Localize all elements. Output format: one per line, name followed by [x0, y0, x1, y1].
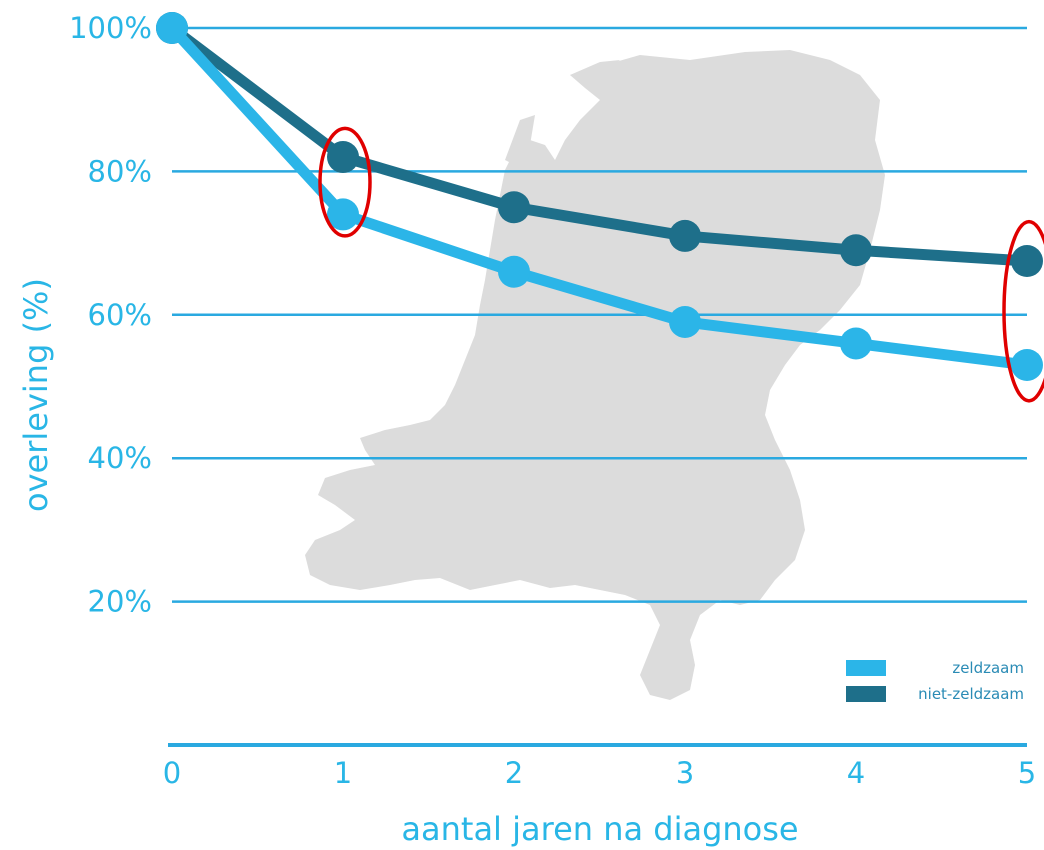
legend-label: niet-zeldzaam — [918, 685, 1024, 703]
legend-swatch — [846, 686, 886, 702]
series-line — [166, 22, 1033, 267]
series-layer — [156, 12, 1043, 381]
wadden-island-shape — [570, 60, 620, 80]
data-point — [327, 198, 359, 231]
series-zeldzaam — [156, 12, 1043, 381]
highlight-ellipse — [1002, 219, 1044, 403]
data-point — [327, 141, 359, 174]
y-tick-label: 20% — [88, 585, 152, 619]
data-point — [669, 305, 701, 338]
data-point — [840, 327, 872, 360]
data-point — [498, 191, 530, 224]
data-point — [156, 12, 188, 44]
highlight-ellipse — [318, 126, 372, 238]
x-tick-label: 1 — [334, 756, 352, 790]
x-tick-labels: 0 1 2 3 4 5 — [163, 756, 1036, 790]
x-tick-label: 4 — [847, 756, 865, 790]
data-point — [1011, 348, 1043, 381]
y-tick-labels: 100% 80% 60% 40% 20% — [69, 11, 152, 619]
legend-label: zeldzaam — [952, 659, 1024, 677]
data-point — [669, 219, 701, 252]
wadden-island-shape — [505, 115, 535, 165]
legend-swatch — [846, 660, 886, 676]
data-point — [1011, 245, 1043, 278]
y-tick-label: 80% — [88, 154, 152, 188]
series-line — [166, 22, 1033, 371]
y-axis-label: overleving (%) — [17, 278, 55, 512]
data-point — [498, 255, 530, 288]
data-point — [840, 234, 872, 267]
netherlands-map-background — [305, 50, 885, 700]
x-tick-label: 3 — [676, 756, 694, 790]
legend: zeldzaam niet-zeldzaam — [846, 659, 1024, 703]
x-axis-label: aantal jaren na diagnose — [401, 810, 798, 848]
y-tick-label: 100% — [69, 11, 152, 45]
x-tick-label: 0 — [163, 756, 181, 790]
y-tick-label: 40% — [88, 441, 152, 475]
y-tick-label: 60% — [88, 298, 152, 332]
x-tick-label: 2 — [505, 756, 523, 790]
grid-lines — [172, 26, 1027, 603]
annotation-layer — [318, 126, 1044, 403]
x-tick-label: 5 — [1018, 756, 1036, 790]
